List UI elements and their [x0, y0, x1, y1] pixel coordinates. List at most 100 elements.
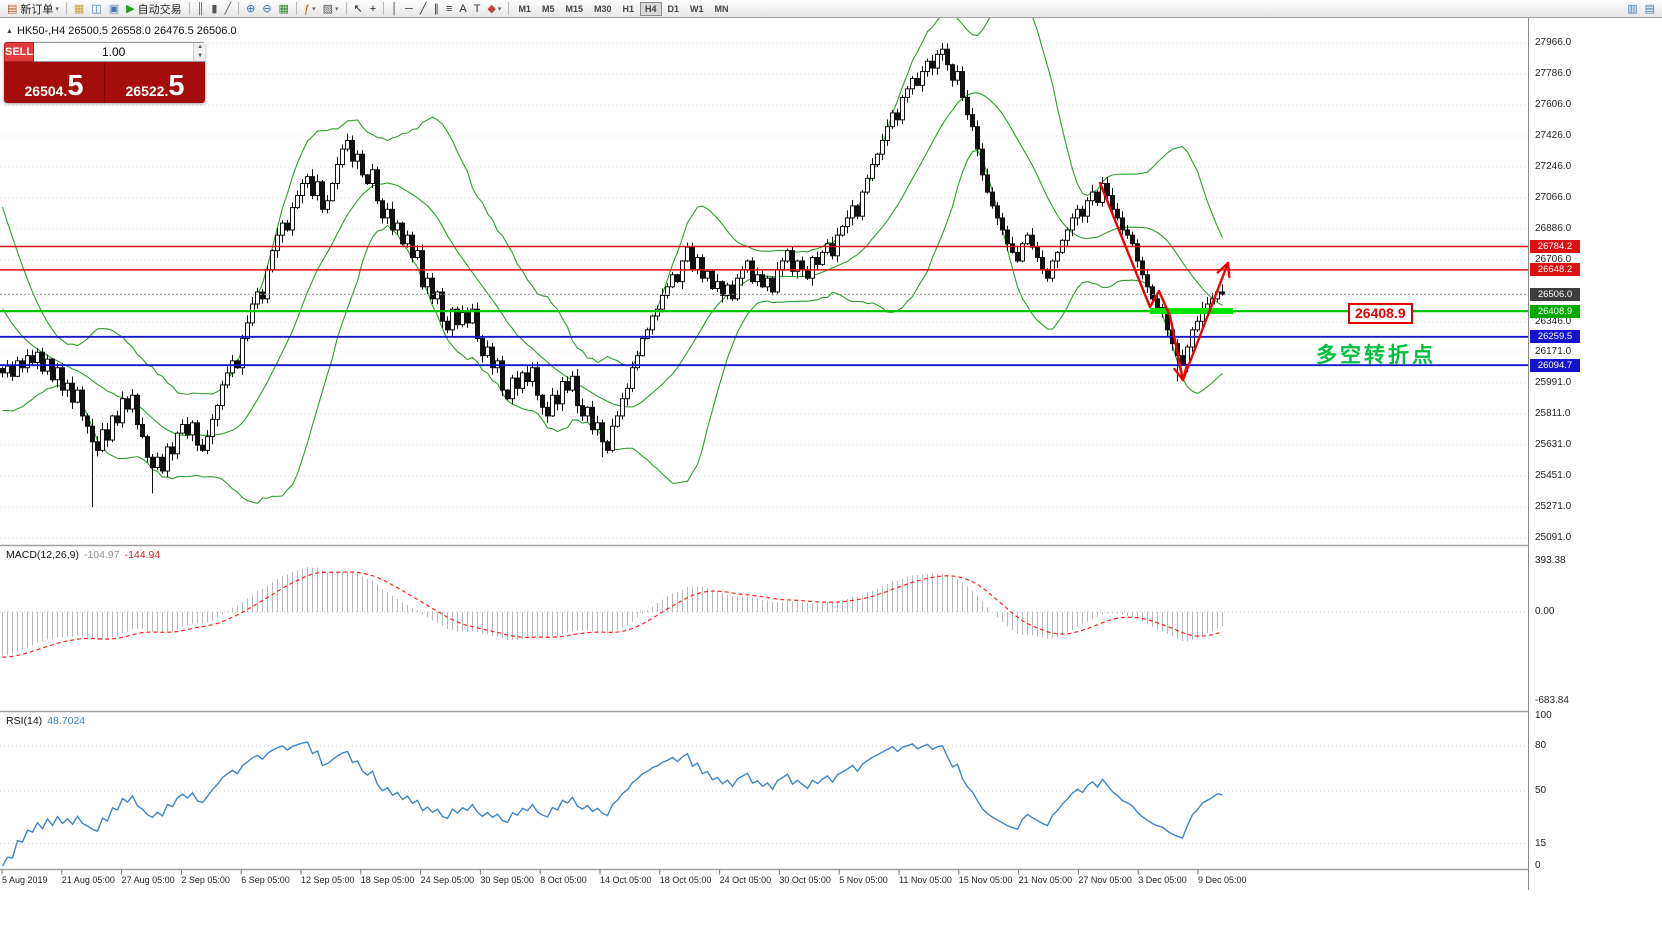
axis-tick-label: 27246.0 — [1535, 160, 1572, 172]
zoom-out-icon[interactable]: ⊖ — [259, 1, 274, 17]
rsi-line — [1, 741, 1223, 867]
timeframe-mn[interactable]: MN — [714, 3, 729, 14]
autotrading-button[interactable]: ▶ 自动交易 — [123, 1, 184, 17]
market-watch-icon[interactable]: ▦ — [71, 1, 87, 17]
zoom-out-icon: ⊖ — [262, 2, 272, 15]
new-order-button-icon: ▤ — [7, 2, 18, 15]
timeframe-h1[interactable]: H1 — [622, 3, 635, 14]
market-watch-icon: ▦ — [73, 2, 85, 15]
chevron-down-icon: ▾ — [55, 5, 59, 13]
axis-tick-label: 27066.0 — [1535, 191, 1572, 203]
rsi-value: 48.7024 — [47, 715, 86, 727]
macd-title: MACD(12,26,9) — [6, 549, 79, 561]
rsi-axis-label: 80 — [1535, 740, 1547, 751]
bid-price: 26504. 5 — [4, 62, 104, 103]
date-label: 18 Oct 05:00 — [659, 875, 712, 885]
volume-up-button[interactable]: ▲ — [194, 43, 205, 52]
indicators-icon[interactable]: ƒ ▾ — [301, 1, 319, 17]
horizontal-lines[interactable] — [0, 245, 1528, 367]
time-ticks — [1, 869, 1199, 875]
date-label: 21 Nov 05:00 — [1018, 875, 1073, 885]
axis-price-label: 26506.0 — [1530, 287, 1580, 301]
text-icon[interactable]: A — [456, 1, 469, 17]
toolbar-separator — [188, 2, 190, 15]
timeframe-m5[interactable]: M5 — [541, 3, 555, 14]
trendline-icon[interactable]: ╱ — [417, 1, 430, 17]
horizontal-line-icon[interactable]: ─ — [402, 1, 416, 17]
chart-list-icon[interactable]: ▤ — [1642, 1, 1658, 17]
volume-input[interactable] — [34, 43, 194, 61]
rsi-panel — [0, 741, 1528, 867]
chevron-down-icon: ▾ — [312, 5, 316, 13]
timeframe-d1[interactable]: D1 — [667, 3, 680, 14]
macd-axis-label: 0.00 — [1535, 606, 1555, 617]
chart-list-icon: ▤ — [1644, 2, 1655, 15]
trend-arrows[interactable] — [1098, 181, 1231, 382]
macd-axis-label: -683.84 — [1535, 694, 1569, 706]
axis-price-label: 26259.5 — [1530, 330, 1580, 344]
arrows-dropdown-icon[interactable]: ◆ ▾ — [484, 1, 504, 17]
price-callout[interactable]: 26408.9 — [1348, 303, 1413, 324]
date-label: 6 Sep 05:00 — [241, 875, 290, 885]
new-order-button[interactable]: ▤ 新订单 ▾ — [4, 1, 62, 17]
templates-icon[interactable]: ▧ ▾ — [320, 1, 342, 17]
price-axis[interactable]: 27966.0 27786.0 27606.0 27426.0 27246.0 27066… — [1528, 18, 1662, 890]
timeframe-w1[interactable]: W1 — [690, 3, 704, 14]
axis-tick-label: 25091.0 — [1535, 532, 1572, 543]
candles — [0, 43, 1225, 508]
line-chart-mode-icon[interactable]: ╱ — [221, 1, 234, 17]
annotation-text[interactable]: 多空转折点 — [1316, 344, 1436, 367]
data-window-icon[interactable]: ◫ — [88, 1, 104, 17]
chart-window-icon: ▥ — [1627, 2, 1638, 15]
macd-signal-value: -144.94 — [124, 549, 161, 561]
axis-tick-label: 26706.0 — [1535, 253, 1572, 265]
date-label: 21 Aug 05:00 — [61, 875, 115, 885]
toolbar-separator — [383, 2, 385, 15]
bar-chart-mode-icon[interactable]: ║ — [194, 1, 208, 17]
bar-chart-mode-icon: ║ — [196, 2, 205, 15]
chart-canvas[interactable] — [0, 18, 1662, 944]
chart-symbol-icon: ▲ — [6, 27, 13, 35]
date-label: 8 Oct 05:00 — [540, 875, 587, 885]
volume-down-button[interactable]: ▼ — [194, 52, 205, 61]
date-label: 5 Aug 2019 — [2, 875, 48, 885]
one-click-trading-panel: SELL ▲ ▼ BUY 26504. 5 26522. 5 — [4, 42, 205, 103]
axis-tick-label: 27786.0 — [1535, 67, 1572, 79]
axis-tick-label: 26346.0 — [1535, 315, 1572, 327]
crosshair-icon[interactable]: + — [367, 1, 379, 17]
navigator-icon[interactable]: ▣ — [106, 1, 122, 17]
trade-controls-row: SELL ▲ ▼ BUY — [4, 42, 205, 62]
toolbar-separator — [65, 2, 67, 15]
candlestick-mode-icon[interactable]: ▮ — [208, 1, 220, 17]
text-icon: A — [459, 2, 467, 15]
autotrading-button-label: 自动交易 — [137, 3, 182, 16]
cursor-icon[interactable]: ↖ — [351, 1, 366, 17]
sell-button[interactable]: SELL — [4, 42, 35, 62]
tile-windows-icon[interactable]: ▦ — [276, 1, 292, 17]
date-label: 2 Sep 05:00 — [181, 875, 230, 885]
date-label: 14 Oct 05:00 — [600, 875, 652, 885]
macd-histogram — [2, 567, 1223, 658]
chart-window-icon[interactable]: ▥ — [1624, 1, 1640, 17]
axis-tick-label: 26171.0 — [1535, 346, 1572, 358]
fibonacci-icon[interactable]: ≡ — [443, 1, 455, 17]
rsi-axis-label: 15 — [1535, 837, 1547, 849]
date-label: 3 Dec 05:00 — [1138, 875, 1187, 885]
date-label: 24 Oct 05:00 — [719, 875, 772, 885]
timeframe-m1[interactable]: M1 — [518, 3, 531, 14]
zoom-in-icon[interactable]: ⊕ — [243, 1, 258, 17]
text-label-icon[interactable]: T — [471, 1, 484, 17]
timeframe-m30[interactable]: M30 — [593, 3, 612, 14]
vertical-line-icon: │ — [391, 2, 399, 15]
timeframe-h4[interactable]: H4 — [640, 1, 662, 16]
horizontal-line-icon: ─ — [405, 2, 413, 15]
indicators-icon: ƒ — [303, 2, 311, 15]
vertical-line-icon[interactable]: │ — [388, 1, 401, 17]
equidistant-channel-icon[interactable]: ∥ — [430, 1, 442, 17]
axis-tick-label: 25811.0 — [1535, 408, 1571, 420]
tile-windows-icon: ▦ — [278, 2, 289, 15]
timeframe-m15[interactable]: M15 — [565, 3, 583, 14]
bid-price-big: 5 — [67, 70, 84, 103]
date-label: 30 Oct 05:00 — [779, 875, 831, 885]
time-axis[interactable]: 5 Aug 2019 21 Aug 05:00 27 Aug 05:00 2 Sep … — [0, 869, 1528, 909]
